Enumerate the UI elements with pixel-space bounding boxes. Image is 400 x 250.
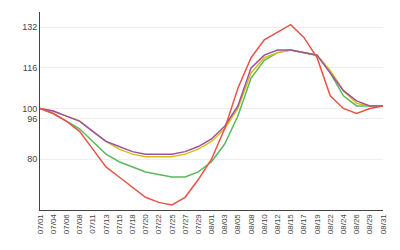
- svg-text:08/17: 08/17: [299, 214, 308, 235]
- svg-text:08/31: 08/31: [379, 214, 388, 235]
- svg-text:07/01: 07/01: [36, 214, 45, 235]
- svg-text:07/08: 07/08: [75, 214, 84, 235]
- svg-text:08/24: 08/24: [339, 214, 348, 235]
- svg-text:07/04: 07/04: [49, 214, 58, 235]
- svg-text:100: 100: [22, 104, 37, 114]
- svg-text:07/15: 07/15: [115, 214, 124, 235]
- svg-text:132: 132: [22, 22, 37, 32]
- svg-text:08/10: 08/10: [260, 214, 269, 235]
- svg-text:80: 80: [27, 154, 37, 164]
- svg-text:07/11: 07/11: [88, 214, 97, 234]
- svg-text:08/08: 08/08: [247, 214, 256, 235]
- svg-text:08/29: 08/29: [365, 214, 374, 235]
- svg-text:07/06: 07/06: [62, 214, 71, 235]
- svg-text:07/27: 07/27: [181, 214, 190, 235]
- svg-text:07/29: 07/29: [194, 214, 203, 235]
- svg-text:08/26: 08/26: [352, 214, 361, 235]
- svg-text:08/12: 08/12: [273, 214, 282, 235]
- svg-text:116: 116: [23, 63, 37, 73]
- svg-text:96: 96: [27, 114, 37, 124]
- svg-text:07/22: 07/22: [154, 214, 163, 235]
- svg-text:07/20: 07/20: [141, 214, 150, 235]
- svg-text:08/22: 08/22: [326, 214, 335, 235]
- svg-text:07/25: 07/25: [168, 214, 177, 235]
- svg-text:08/03: 08/03: [220, 214, 229, 235]
- svg-text:07/13: 07/13: [102, 214, 111, 235]
- svg-text:08/05: 08/05: [233, 214, 242, 235]
- svg-text:08/01: 08/01: [207, 214, 216, 235]
- svg-text:08/19: 08/19: [313, 214, 322, 235]
- svg-text:08/15: 08/15: [286, 214, 295, 235]
- svg-text:07/18: 07/18: [128, 214, 137, 235]
